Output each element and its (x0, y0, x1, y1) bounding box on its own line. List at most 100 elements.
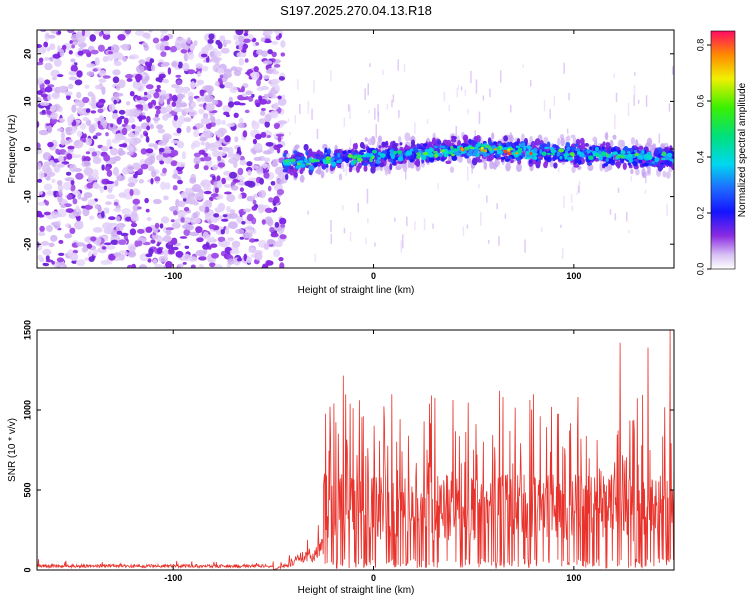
noise-blob (260, 131, 267, 138)
noise-blob (48, 242, 55, 248)
faint-streak (414, 122, 416, 134)
signal-blob (347, 149, 352, 154)
faint-streak (386, 104, 389, 110)
noise-blob (115, 216, 121, 222)
noise-blob (230, 185, 239, 191)
noise-blob (53, 221, 60, 230)
noise-blob (267, 218, 274, 227)
noise-blob (193, 156, 201, 165)
noise-blob (193, 129, 200, 138)
signal-blob (571, 153, 575, 157)
noise-blob (248, 247, 256, 254)
noise-blob (176, 93, 184, 100)
noise-blob (226, 205, 231, 213)
noise-blob (127, 182, 136, 187)
signal-blob (601, 151, 606, 156)
noise-blob (210, 193, 219, 198)
noise-blob (173, 107, 183, 113)
noise-blob (223, 81, 233, 89)
noise-blob (203, 185, 209, 191)
noise-blob (181, 253, 191, 262)
noise-blob (113, 252, 122, 257)
signal-blob (564, 150, 569, 154)
faint-streak (455, 126, 457, 139)
signal-blob (283, 152, 287, 158)
signal-blob (381, 141, 387, 147)
signal-blob (634, 149, 637, 153)
noise-blob (137, 228, 145, 234)
noise-blob (264, 121, 271, 128)
noise-blob (106, 138, 112, 148)
noise-blob (103, 185, 108, 190)
noise-blob (86, 182, 94, 189)
signal-blob (295, 165, 301, 170)
noise-blob (253, 142, 263, 152)
faint-streak (557, 167, 560, 173)
signal-blob (611, 154, 615, 157)
noise-blob (95, 132, 102, 136)
noise-blob (81, 160, 91, 168)
noise-blob (190, 101, 196, 109)
noise-blob (128, 116, 136, 124)
noise-blob (205, 103, 215, 112)
noise-blob (160, 51, 167, 57)
noise-blob (173, 210, 178, 216)
noise-blob (190, 81, 196, 90)
noise-blob (276, 133, 284, 137)
noise-blob (253, 66, 259, 73)
signal-blob (486, 158, 493, 162)
signal-blob (520, 153, 526, 158)
noise-blob (89, 34, 96, 42)
signal-blob (563, 153, 570, 157)
signal-blob (433, 150, 438, 154)
faint-streak (615, 92, 618, 102)
signal-blob (462, 134, 469, 142)
faint-streak (566, 128, 569, 134)
noise-blob (75, 205, 80, 213)
noise-blob (176, 127, 182, 134)
noise-blob (148, 143, 156, 148)
noise-blob (44, 86, 53, 93)
noise-blob (156, 124, 164, 130)
noise-blob (127, 251, 137, 258)
signal-blob (428, 157, 435, 162)
noise-blob (187, 51, 195, 60)
faint-streak (633, 84, 636, 99)
noise-blob (152, 37, 160, 44)
noise-blob (217, 215, 223, 220)
signal-blob (626, 151, 631, 154)
signal-blob (572, 137, 577, 144)
colorbar-tick-label: 0.6 (695, 95, 705, 108)
noise-blob (239, 187, 244, 192)
noise-blob (242, 130, 248, 138)
noise-blob (77, 50, 84, 56)
noise-blob (74, 99, 81, 107)
noise-blob (183, 197, 187, 202)
faint-streak (475, 79, 478, 94)
noise-blob (108, 253, 116, 261)
signal-blob (297, 162, 301, 166)
signal-blob (351, 155, 358, 160)
noise-blob (144, 91, 148, 96)
noise-blob (128, 132, 136, 138)
noise-blob (97, 205, 103, 214)
faint-streak (478, 183, 480, 189)
noise-blob (261, 107, 266, 112)
noise-blob (195, 226, 203, 234)
signal-blob (575, 148, 580, 152)
noise-blob (203, 249, 208, 255)
faint-streak (343, 117, 346, 127)
noise-blob (42, 152, 52, 161)
signal-blob (322, 159, 327, 163)
faint-streak (402, 234, 404, 249)
noise-blob (170, 160, 178, 167)
signal-blob (517, 147, 523, 151)
signal-blob (497, 160, 501, 166)
signal-blob (393, 150, 397, 155)
noise-blob (98, 31, 103, 37)
spectrogram-xtick-label: -100 (164, 271, 182, 281)
faint-streak (349, 105, 351, 119)
signal-blob (507, 150, 511, 153)
noise-blob (198, 149, 206, 155)
faint-streak (287, 118, 290, 122)
